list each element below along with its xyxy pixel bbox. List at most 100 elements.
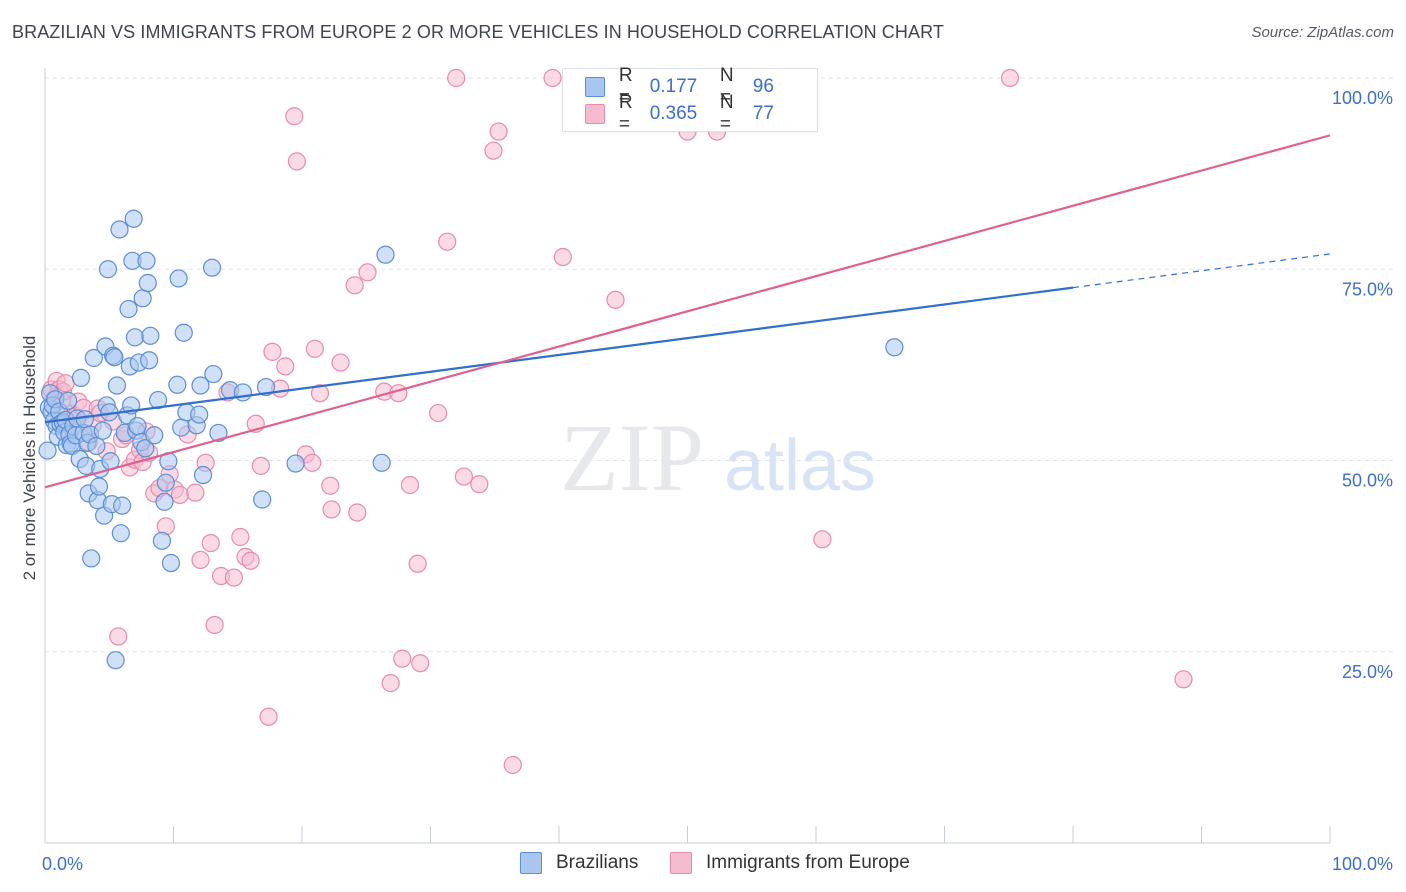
point-immigrants-from-europe xyxy=(201,534,220,553)
point-brazilian xyxy=(169,269,188,288)
legend-item-immigrants-from-europe[interactable]: Immigrants from Europe xyxy=(670,852,910,874)
point-brazilian xyxy=(253,490,272,509)
point-immigrants-from-europe xyxy=(543,68,562,88)
point-immigrants-from-europe xyxy=(322,500,341,519)
point-immigrants-from-europe xyxy=(56,374,75,393)
point-immigrants-from-europe xyxy=(489,122,508,141)
point-brazilian xyxy=(136,439,155,458)
point-immigrants-from-europe xyxy=(345,276,364,295)
point-immigrants-from-europe xyxy=(276,357,295,376)
trend-line-brazilians xyxy=(44,286,1074,424)
point-immigrants-from-europe xyxy=(305,339,324,358)
point-brazilian xyxy=(98,260,118,279)
point-immigrants-from-europe xyxy=(408,554,427,573)
point-brazilian xyxy=(110,220,129,239)
n-label: N = xyxy=(719,65,734,108)
point-brazilian xyxy=(106,651,125,670)
y-tick-label: 75.0% xyxy=(1342,279,1393,299)
n-label: N = xyxy=(719,92,734,135)
point-brazilian xyxy=(105,348,124,367)
point-brazilian xyxy=(124,209,143,228)
point-immigrants-from-europe xyxy=(484,141,503,160)
legend-item-brazilians[interactable]: Brazilians xyxy=(520,852,638,874)
y-tick-label: 100.0% xyxy=(1332,88,1393,108)
trend-lines xyxy=(44,134,1331,489)
point-brazilian xyxy=(107,376,127,395)
point-brazilian xyxy=(885,338,904,357)
point-brazilian xyxy=(156,473,175,492)
point-brazilian xyxy=(133,289,152,308)
n-value: 77 xyxy=(752,103,774,124)
point-immigrants-from-europe xyxy=(454,467,474,486)
point-brazilian xyxy=(174,323,193,342)
point-immigrants-from-europe xyxy=(331,353,350,372)
point-immigrants-from-europe xyxy=(393,649,412,668)
point-brazilian xyxy=(137,251,156,270)
point-brazilian xyxy=(172,418,191,437)
stats-legend: R = 0.177 N = 96 R = 0.365 N = 77 xyxy=(562,65,818,135)
point-immigrants-from-europe xyxy=(1000,68,1020,88)
point-immigrants-from-europe xyxy=(241,551,260,570)
point-immigrants-from-europe xyxy=(285,107,304,126)
point-immigrants-from-europe xyxy=(287,152,306,171)
legend-swatch-pink xyxy=(585,104,605,124)
point-brazilian xyxy=(89,477,109,496)
legend-row-immigrants: R = 0.365 N = 77 xyxy=(585,92,817,135)
point-brazilian xyxy=(204,364,223,384)
r-label: R = xyxy=(618,92,633,135)
watermark: ZIP atlas xyxy=(560,404,876,511)
point-brazilian xyxy=(152,531,172,550)
point-brazilian xyxy=(71,368,91,387)
legend-swatch-pink xyxy=(670,852,692,874)
point-brazilian xyxy=(128,416,147,436)
point-immigrants-from-europe xyxy=(503,755,522,775)
point-brazilian xyxy=(38,441,57,460)
point-immigrants-from-europe xyxy=(251,456,270,475)
point-immigrants-from-europe xyxy=(381,674,400,693)
axes xyxy=(44,68,1331,844)
point-brazilian xyxy=(168,375,187,394)
tick-labels: 25.0% 50.0% 75.0% 100.0% 0.0% 100.0% xyxy=(42,88,1393,874)
point-immigrants-from-europe xyxy=(348,503,367,522)
point-immigrants-from-europe xyxy=(438,232,457,251)
point-immigrants-from-europe xyxy=(553,247,572,267)
point-brazilian xyxy=(111,524,130,543)
legend-swatch-blue xyxy=(520,852,542,874)
point-immigrants-from-europe xyxy=(411,654,430,673)
point-brazilian xyxy=(84,348,103,368)
point-immigrants-from-europe xyxy=(259,707,278,726)
point-immigrants-from-europe xyxy=(429,403,448,423)
point-immigrants-from-europe xyxy=(400,475,420,495)
point-brazilian xyxy=(190,405,209,424)
r-value: 0.365 xyxy=(649,103,698,124)
point-brazilian xyxy=(233,383,252,402)
point-immigrants-from-europe xyxy=(303,453,322,472)
point-immigrants-from-europe xyxy=(263,342,282,361)
point-brazilian xyxy=(125,328,145,347)
point-brazilian xyxy=(148,390,168,410)
point-brazilian xyxy=(141,326,160,345)
r-label: R = xyxy=(618,65,633,108)
legend-label: Immigrants from Europe xyxy=(706,852,910,873)
point-immigrants-from-europe xyxy=(321,476,340,495)
legend-row-brazilians: R = 0.177 N = 96 xyxy=(585,65,817,108)
point-brazilian xyxy=(193,465,213,485)
point-immigrants-from-europe xyxy=(1174,670,1193,689)
point-immigrants-from-europe xyxy=(231,527,250,547)
point-immigrants-from-europe xyxy=(447,68,466,88)
point-brazilian xyxy=(372,453,391,472)
y-tick-label: 25.0% xyxy=(1342,662,1393,682)
point-brazilian xyxy=(145,426,164,445)
point-immigrants-from-europe xyxy=(205,615,224,635)
point-immigrants-from-europe xyxy=(170,485,190,505)
point-brazilian xyxy=(119,299,138,319)
watermark-atlas: atlas xyxy=(724,426,876,506)
point-brazilian xyxy=(161,553,181,573)
legend-swatch-blue xyxy=(585,77,605,97)
point-immigrants-from-europe xyxy=(813,530,832,549)
point-brazilian xyxy=(139,351,159,370)
point-brazilian xyxy=(155,492,174,511)
watermark-zip: ZIP xyxy=(560,404,704,511)
point-immigrants-from-europe xyxy=(186,483,205,502)
